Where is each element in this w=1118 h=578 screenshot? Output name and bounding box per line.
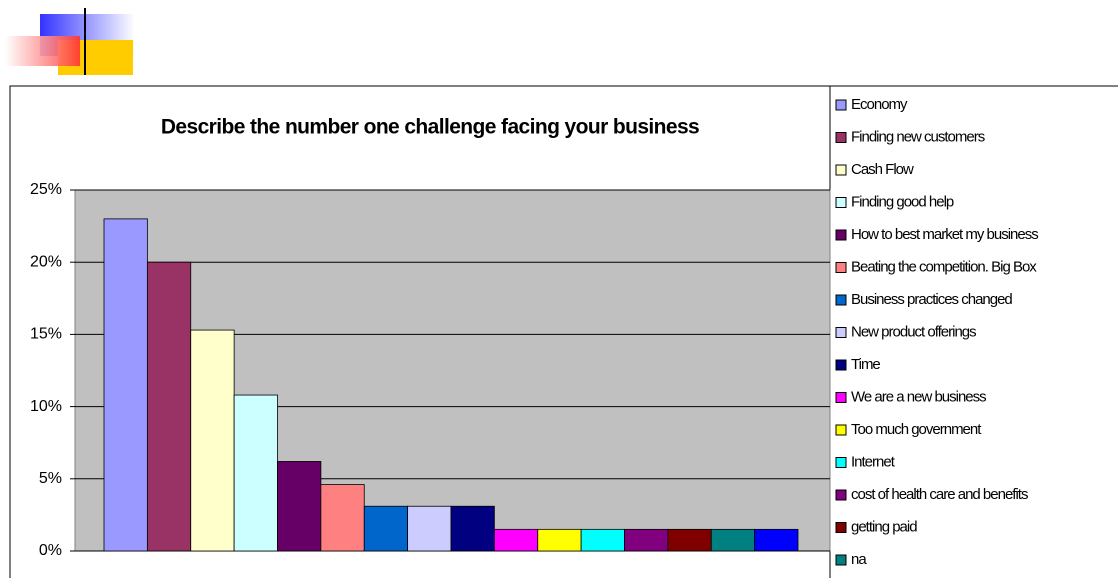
legend-label: New product offerings: [851, 323, 976, 340]
legend-swatch: [835, 489, 847, 501]
bar: [710, 528, 756, 552]
legend-label: Finding new customers: [851, 128, 985, 145]
legend-swatch: [835, 132, 847, 143]
legend-swatch: [835, 327, 847, 338]
bar: [450, 505, 495, 552]
legend-label: We are a new business: [851, 388, 986, 405]
legend-swatch: [835, 294, 847, 306]
bar: [103, 218, 148, 552]
bar: [277, 461, 322, 552]
bar: [233, 394, 278, 552]
y-tick-label: 15%: [30, 326, 62, 343]
legend-swatch: [835, 522, 847, 533]
legend-swatch: [835, 262, 847, 273]
legend-label: Internet: [851, 453, 896, 470]
legend-label: Too much government: [851, 421, 982, 438]
legend-label: getting paid: [851, 518, 917, 535]
legend-label: Business practices changed: [851, 291, 1012, 308]
logo: [5, 8, 1118, 75]
legend-swatch: [835, 359, 847, 371]
bar: [537, 528, 582, 552]
legend-swatch: [835, 164, 847, 176]
legend-swatch: [835, 457, 847, 468]
bar: [754, 528, 799, 552]
bar: [580, 528, 625, 552]
legend-swatch: [835, 197, 847, 208]
legend-swatch: [835, 229, 847, 241]
y-tick-label: 0%: [39, 542, 62, 559]
legend-label: Finding good help: [851, 193, 954, 210]
legend-label: Beating the competition. Big Box: [851, 258, 1037, 275]
bar: [667, 528, 712, 552]
legend-label: Cash Flow: [851, 161, 914, 178]
legend-swatch: [835, 392, 847, 403]
bar: [320, 484, 365, 552]
legend-label: na: [851, 551, 867, 568]
y-tick-label: 10%: [30, 398, 62, 415]
legend-swatch: [835, 424, 847, 436]
chart-title: Describe the number one challenge facing…: [161, 116, 699, 139]
legend-swatch: [835, 554, 847, 566]
y-tick-label: 5%: [39, 470, 62, 487]
bar: [190, 329, 235, 552]
legend-label: Economy: [851, 96, 908, 113]
legend-label: cost of health care and benefits: [851, 486, 1028, 503]
y-tick-label: 20%: [30, 253, 62, 270]
bar: [493, 528, 539, 552]
bar: [146, 261, 192, 552]
legend-label: Time: [851, 356, 880, 373]
legend-label: How to best market my business: [851, 226, 1038, 243]
legend-swatch: [835, 99, 847, 111]
bar: [363, 505, 409, 552]
bar: [407, 505, 452, 552]
y-tick-label: 25%: [30, 181, 62, 198]
bar: [624, 528, 669, 552]
